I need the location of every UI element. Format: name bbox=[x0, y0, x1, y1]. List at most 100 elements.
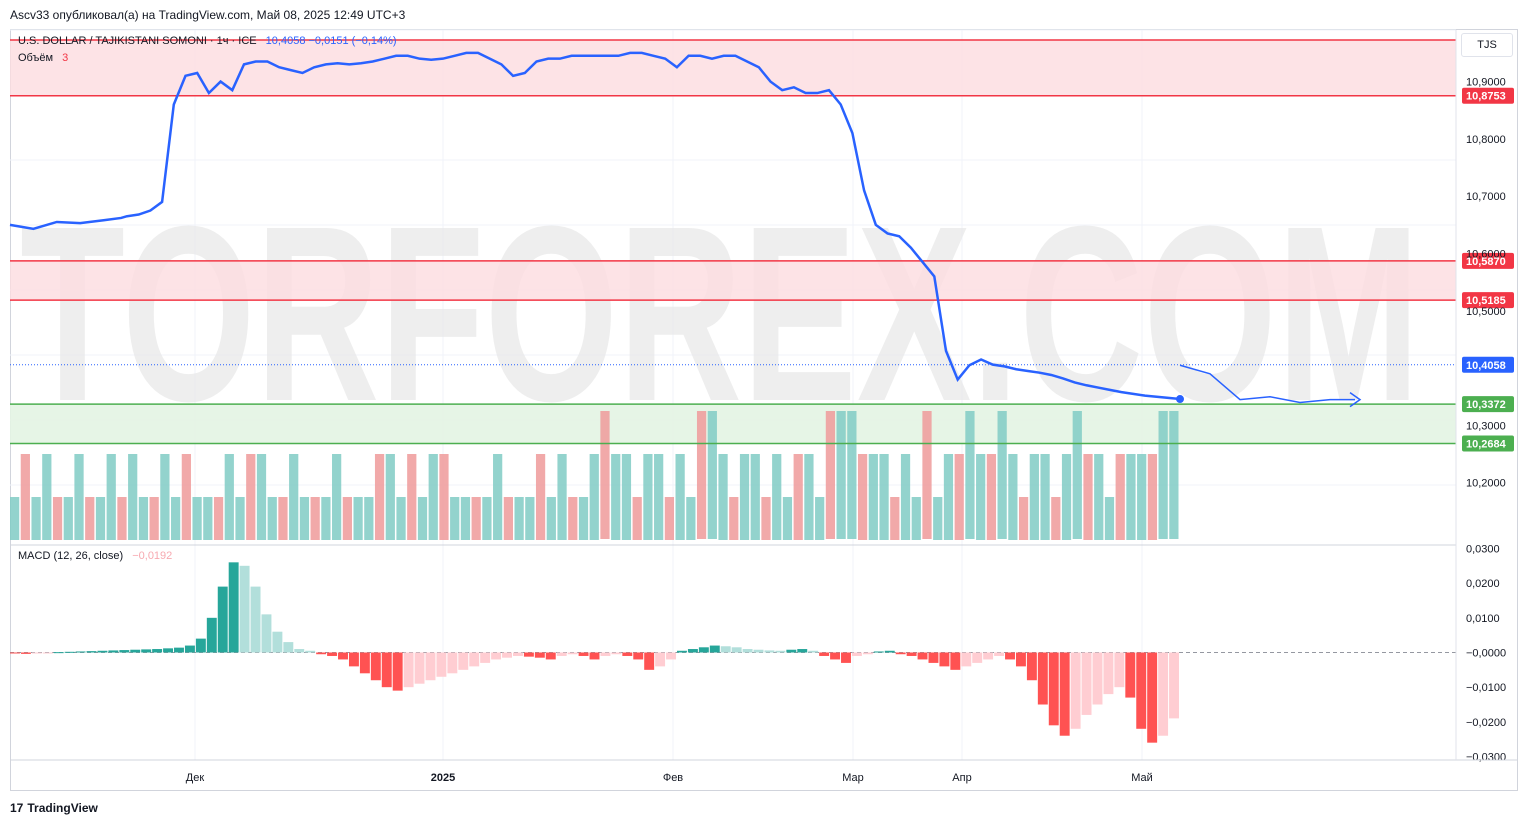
symbol-legend[interactable]: U.S. DOLLAR / TAJIKISTANI SOMONI · 1ч · … bbox=[18, 35, 397, 47]
volume-bar bbox=[374, 454, 385, 540]
macd-bar bbox=[698, 647, 709, 653]
macd-bar bbox=[841, 652, 851, 663]
volume-bar bbox=[138, 497, 149, 540]
macd-bar bbox=[469, 652, 480, 667]
price-axis-tick: 10,3000 bbox=[1466, 420, 1506, 432]
volume-bar bbox=[782, 497, 793, 540]
price-axis-tick: 10,7000 bbox=[1466, 191, 1506, 203]
volume-bar bbox=[578, 497, 589, 540]
volume-bar bbox=[654, 454, 664, 540]
price-axis-tick: 10,6000 bbox=[1466, 248, 1506, 260]
volume-bar bbox=[1051, 497, 1061, 540]
macd-bar bbox=[502, 652, 512, 658]
macd-bar bbox=[994, 652, 1005, 656]
volume-bar bbox=[1104, 497, 1115, 540]
volume-legend[interactable]: Объём 3 bbox=[18, 52, 68, 64]
macd-bar bbox=[983, 652, 994, 660]
macd-bar bbox=[1125, 652, 1136, 698]
macd-bar bbox=[152, 649, 163, 653]
volume-bar bbox=[299, 497, 310, 540]
volume-bar bbox=[900, 454, 911, 540]
volume-bar bbox=[332, 454, 342, 540]
volume-bar bbox=[1115, 454, 1125, 540]
macd-bar bbox=[1092, 652, 1103, 705]
macd-bar bbox=[1147, 652, 1158, 743]
macd-bar bbox=[359, 652, 370, 674]
price-line bbox=[9, 51, 1181, 401]
volume-bar bbox=[1126, 454, 1136, 540]
time-axis-tick: Фев bbox=[663, 772, 683, 784]
volume-bar bbox=[857, 454, 868, 540]
volume-bar bbox=[417, 497, 428, 540]
volume-bar bbox=[1072, 411, 1082, 539]
volume-bar bbox=[525, 497, 535, 540]
macd-bar bbox=[709, 645, 720, 653]
macd-bar bbox=[184, 645, 195, 653]
volume-bar bbox=[621, 454, 632, 540]
volume-bar bbox=[986, 454, 997, 540]
volume-bar bbox=[396, 497, 406, 540]
resistance-zone-mid bbox=[10, 260, 1456, 301]
resistance-zone-top bbox=[10, 40, 1456, 96]
macd-bar bbox=[42, 652, 53, 654]
level-label-bg bbox=[1462, 435, 1514, 452]
macd-bar bbox=[316, 652, 327, 655]
volume-bar bbox=[289, 454, 299, 540]
volume-bar bbox=[965, 411, 975, 539]
volume-bar bbox=[836, 411, 846, 539]
price-axis-tick: 10,8000 bbox=[1466, 134, 1506, 146]
macd-bar bbox=[644, 652, 655, 670]
price-axis-tick: 10,2000 bbox=[1466, 478, 1506, 490]
macd-bar bbox=[31, 652, 42, 654]
time-axis-tick: Дек bbox=[186, 772, 205, 784]
volume-bar bbox=[407, 454, 417, 540]
volume-bar bbox=[1029, 454, 1039, 540]
volume-bar bbox=[675, 454, 685, 540]
volume-bar bbox=[52, 497, 63, 540]
volume-bar bbox=[879, 454, 889, 540]
macd-bar bbox=[86, 651, 97, 653]
volume-bar bbox=[117, 497, 127, 540]
symbol-values: 10,4058 −0,0151 (−0,14%) bbox=[265, 35, 397, 47]
macd-bar bbox=[928, 652, 939, 663]
macd-bar bbox=[523, 652, 534, 657]
volume-bar bbox=[911, 497, 921, 540]
volume-bar bbox=[1147, 454, 1158, 540]
volume-bar bbox=[95, 497, 106, 540]
level-label-bg bbox=[1462, 252, 1514, 269]
macd-bar bbox=[119, 650, 130, 653]
macd-bar bbox=[53, 652, 64, 654]
tradingview-brand[interactable]: 17 TradingView bbox=[10, 801, 98, 815]
macd-legend[interactable]: MACD (12, 26, close) −0,0192 bbox=[18, 550, 172, 562]
currency-button[interactable]: TJS bbox=[1461, 33, 1513, 57]
macd-bar bbox=[873, 651, 884, 653]
macd-axis-tick: 0,0100 bbox=[1466, 613, 1500, 625]
macd-bar bbox=[731, 647, 742, 653]
macd-bar bbox=[130, 649, 141, 653]
support-zone bbox=[10, 404, 1456, 444]
time-axis-tick: Май bbox=[1131, 772, 1153, 784]
volume-bar bbox=[954, 454, 964, 540]
macd-bar bbox=[370, 652, 381, 681]
macd-bar bbox=[677, 650, 687, 653]
volume-bar bbox=[686, 497, 696, 540]
macd-bar bbox=[381, 652, 392, 688]
macd-axis-tick: −0,0000 bbox=[1466, 648, 1506, 660]
macd-bar bbox=[141, 649, 152, 653]
macd-bar bbox=[512, 652, 523, 656]
volume-bar bbox=[310, 497, 320, 540]
macd-bar bbox=[720, 646, 731, 653]
level-label: 10,8753 bbox=[1466, 91, 1506, 103]
macd-bar bbox=[1005, 652, 1015, 660]
macd-bar bbox=[64, 651, 75, 653]
volume-bar bbox=[74, 454, 84, 540]
macd-bar bbox=[261, 614, 272, 653]
macd-bar bbox=[862, 652, 873, 655]
volume-bar bbox=[181, 454, 191, 540]
macd-axis-tick: −0,0100 bbox=[1466, 682, 1506, 694]
macd-bar bbox=[687, 649, 698, 653]
level-label: 10,3372 bbox=[1466, 399, 1506, 411]
volume-bar bbox=[450, 497, 460, 540]
volume-bar bbox=[933, 497, 943, 540]
